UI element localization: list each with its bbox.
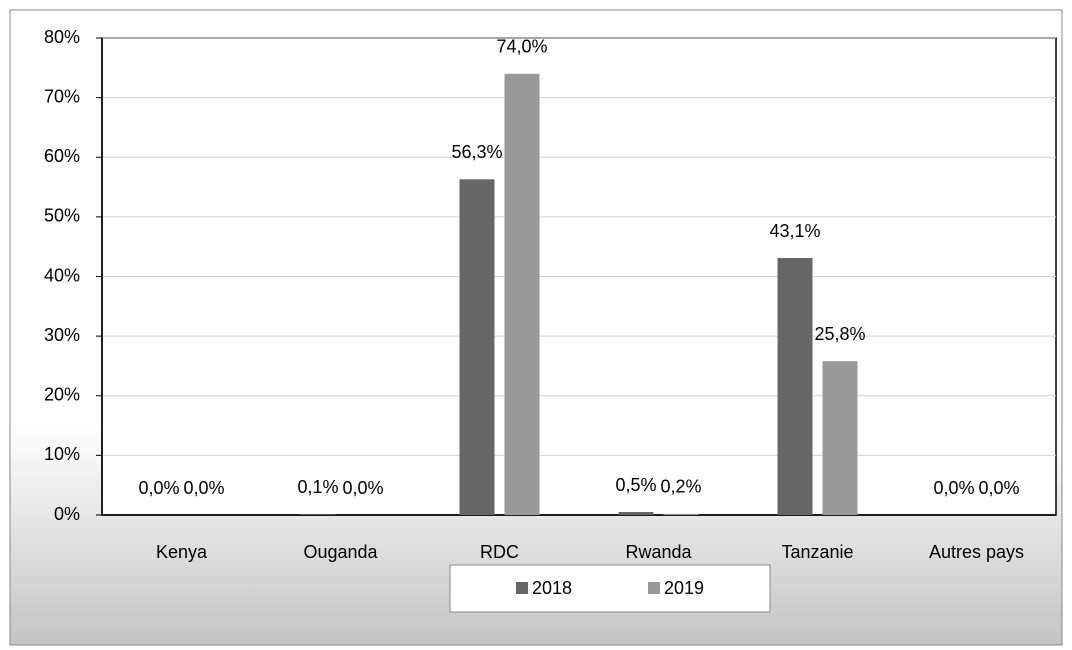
x-tick-label: Rwanda [625,542,692,562]
y-tick-label: 20% [44,385,80,405]
data-label: 0,1% [297,477,338,497]
bar [504,73,540,516]
x-tick-label: RDC [480,542,519,562]
legend [449,564,771,613]
data-label: 0,2% [660,477,701,497]
x-tick-label: Kenya [156,542,208,562]
legend-box [449,564,771,613]
legend-label: 2018 [532,578,572,598]
data-label: 0,0% [183,478,224,498]
data-label: 0,0% [342,478,383,498]
y-tick-label: 0% [54,504,80,524]
legend-label: 2019 [664,578,704,598]
legend-swatch [516,582,528,594]
data-label: 25,8% [814,324,865,344]
data-label: 0,5% [615,475,656,495]
legend-swatch [648,582,660,594]
y-tick-label: 50% [44,206,80,226]
bar [663,513,699,515]
bar [459,179,495,515]
y-tick-label: 10% [44,444,80,464]
bar [777,258,813,515]
bar [822,361,858,515]
x-tick-label: Autres pays [929,542,1024,562]
y-tick-label: 80% [44,27,80,47]
data-label: 0,0% [933,478,974,498]
data-label: 0,0% [138,478,179,498]
data-label: 56,3% [451,142,502,162]
y-tick-label: 40% [44,265,80,285]
y-tick-label: 30% [44,325,80,345]
y-tick-label: 60% [44,146,80,166]
x-tick-label: Tanzanie [781,542,853,562]
bar [618,512,654,515]
x-tick-label: Ouganda [303,542,378,562]
data-label: 43,1% [769,221,820,241]
y-tick-label: 70% [44,86,80,106]
bar [300,514,336,515]
data-label: 0,0% [978,478,1019,498]
data-label: 74,0% [496,37,547,57]
